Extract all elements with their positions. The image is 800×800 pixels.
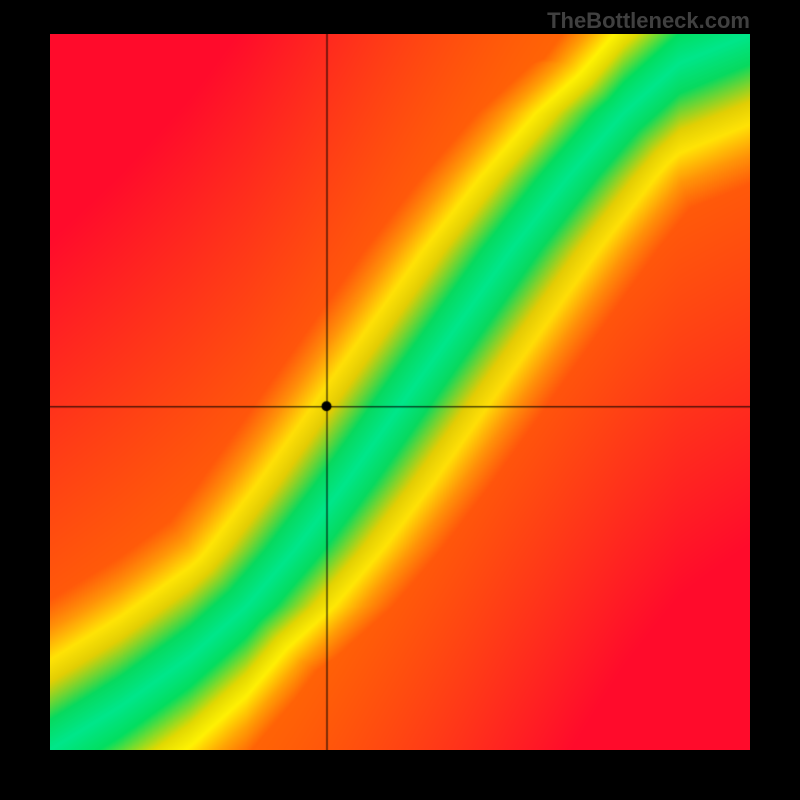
watermark-text: TheBottleneck.com — [547, 8, 750, 34]
bottleneck-heatmap — [50, 34, 750, 750]
chart-container: TheBottleneck.com — [0, 0, 800, 800]
